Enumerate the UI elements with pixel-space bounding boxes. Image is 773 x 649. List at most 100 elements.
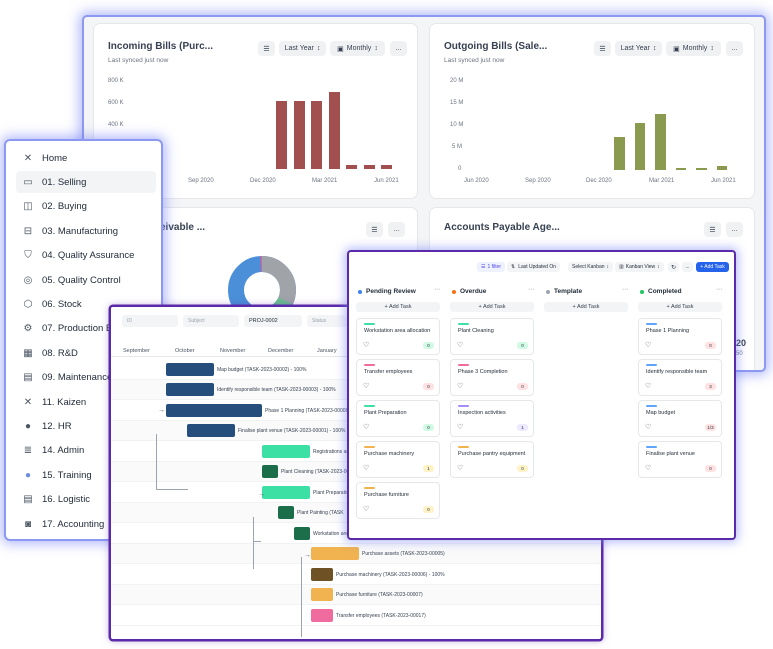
period-select[interactable]: Last Year ↕ <box>615 41 662 56</box>
column-name: Template <box>554 288 583 295</box>
more-button[interactable]: ... <box>726 222 743 237</box>
heart-icon[interactable]: ♡ <box>457 342 464 349</box>
kanban-card[interactable]: Transfer employees ♡ 0 <box>356 359 440 396</box>
period-select[interactable]: Last Year ↕ <box>279 41 326 56</box>
kanban-card[interactable]: Map budget ♡ 1/3 <box>638 400 722 437</box>
gantt-bar[interactable] <box>311 608 333 622</box>
gantt-bar[interactable] <box>278 506 294 519</box>
heart-icon[interactable]: ♡ <box>363 342 370 349</box>
interval-select[interactable]: ▣ Monthly ↕ <box>330 41 385 56</box>
id-filter[interactable]: ID <box>122 315 178 327</box>
filter-button[interactable]: ☰ <box>258 41 275 56</box>
kanban-card[interactable]: Plant Preparation ♡ 0 <box>356 400 440 437</box>
gantt-bar[interactable] <box>294 526 310 540</box>
sidebar-item[interactable]: ✕ Home <box>16 147 156 169</box>
sidebar-item[interactable]: ● 15. Training <box>16 464 156 486</box>
filter-button[interactable]: ☰ 1 filter <box>477 262 506 272</box>
gantt-bar[interactable] <box>166 383 214 396</box>
column-menu-icon[interactable]: ⋯ <box>716 287 722 293</box>
view-select[interactable]: ▥ Kanban View ↕ <box>615 262 664 272</box>
gantt-bar[interactable] <box>166 403 262 417</box>
sidebar-item[interactable]: ▭ 01. Selling <box>16 171 156 194</box>
filter-button[interactable]: ☰ <box>704 222 721 237</box>
refresh-button[interactable]: ↻ <box>668 262 679 272</box>
kanban-card[interactable]: Phase 1 Planning ♡ 0 <box>638 318 722 355</box>
kanban-card[interactable]: Identify responsible team ♡ 3 <box>638 359 722 396</box>
column-menu-icon[interactable]: ⋯ <box>434 287 440 293</box>
kanban-card[interactable]: Workstation area allocation ♡ 0 <box>356 318 440 355</box>
card-title: Purchase furniture <box>364 492 409 498</box>
y-tick: 0 <box>458 166 462 172</box>
filter-button[interactable]: ☰ <box>366 222 383 237</box>
add-task-button[interactable]: + Add Task <box>450 302 534 312</box>
card-subtitle: Last synced just now <box>108 57 169 64</box>
gantt-bar[interactable] <box>187 424 235 437</box>
gantt-bar-label: Identify responsible team (TASK-2023-000… <box>217 387 336 393</box>
sidebar-item[interactable]: ◎ 05. Quality Control <box>16 269 156 291</box>
sidebar-item[interactable]: ✕ 11. Kaizen <box>16 391 156 413</box>
sidebar-item[interactable]: ▤ 09. Maintenance <box>16 367 156 389</box>
more-button[interactable]: ... <box>682 262 693 272</box>
more-button[interactable]: ... <box>726 41 743 56</box>
sidebar-item[interactable]: ⛉ 04. Quality Assurance <box>16 245 156 267</box>
project-filter[interactable]: PROJ-0002 <box>244 315 302 327</box>
sidebar-item[interactable]: ◙ 17. Accounting <box>16 513 156 535</box>
interval-select[interactable]: ▣ Monthly ↕ <box>666 41 721 56</box>
gantt-bar[interactable] <box>311 588 333 601</box>
chart-bar <box>675 167 686 170</box>
sidebar-item[interactable]: ⚙ 07. Production En <box>16 318 156 340</box>
y-tick: 20 M <box>450 78 464 84</box>
column-menu-icon[interactable]: ⋯ <box>528 287 534 293</box>
chart-bar <box>363 164 375 169</box>
heart-icon[interactable]: ♡ <box>457 465 464 472</box>
kanban-card[interactable]: Plant Cleaning ♡ 0 <box>450 318 534 355</box>
heart-icon[interactable]: ♡ <box>457 383 464 390</box>
kanban-card[interactable]: Phase 3 Completion ♡ 0 <box>450 359 534 396</box>
heart-icon[interactable]: ♡ <box>645 383 652 390</box>
heart-icon[interactable]: ♡ <box>645 465 652 472</box>
sidebar-item[interactable]: ≣ 14. Admin <box>16 440 156 462</box>
heart-icon[interactable]: ♡ <box>363 424 370 431</box>
sidebar-item[interactable]: ⊟ 03. Manufacturing <box>16 220 156 242</box>
sidebar-item[interactable]: ◫ 02. Buying <box>16 196 156 218</box>
gantt-bar-label: Transfer employees (TASK-2023-00017) <box>336 612 426 619</box>
gantt-bar[interactable] <box>311 567 333 581</box>
sidebar-item[interactable]: ▤ 16. Logistic <box>16 489 156 511</box>
heart-icon[interactable]: ♡ <box>457 424 464 431</box>
filter-button[interactable]: ☰ <box>594 41 611 56</box>
heart-icon[interactable]: ♡ <box>363 465 370 472</box>
kanban-card[interactable]: Purchase machinery ♡ 1 <box>356 441 440 478</box>
more-button[interactable]: ... <box>390 41 407 56</box>
gantt-bar-label: Purchase assets (TASK-2023-00005) <box>362 551 445 557</box>
kanban-card[interactable]: Inspection activities ♡ 1 <box>450 400 534 437</box>
heart-icon[interactable]: ♡ <box>645 342 652 349</box>
add-task-button[interactable]: + Add Task <box>544 302 628 312</box>
kanban-card[interactable]: Purchase pantry equipment ♡ 0 <box>450 441 534 478</box>
add-task-button[interactable]: + Add Task <box>356 302 440 312</box>
heart-icon[interactable]: ♡ <box>363 506 370 513</box>
gantt-bar[interactable] <box>262 444 310 458</box>
sidebar-item[interactable]: ▦ 08. R&D <box>16 342 156 364</box>
more-button[interactable]: ... <box>388 222 405 237</box>
subject-filter[interactable]: Subject <box>183 315 239 327</box>
target-icon: ◎ <box>23 274 33 286</box>
sidebar-item-label: 12. HR <box>42 420 72 432</box>
gantt-bar[interactable] <box>166 362 214 376</box>
sidebar-item[interactable]: ● 12. HR <box>16 415 156 437</box>
sidebar-item[interactable]: ⬡ 06. Stock <box>16 293 156 315</box>
kanban-card[interactable]: Finalise plant venue ♡ 0 <box>638 441 722 478</box>
gantt-bar[interactable] <box>262 465 278 478</box>
sort-button[interactable]: ⇅ Last Updated On <box>507 262 561 272</box>
gantt-bar[interactable] <box>311 547 359 560</box>
y-tick: 15 M <box>450 100 464 106</box>
heart-icon[interactable]: ♡ <box>363 383 370 390</box>
heart-icon[interactable]: ♡ <box>645 424 652 431</box>
status-filter[interactable]: Status <box>307 315 347 327</box>
kanban-card[interactable]: Purchase furniture ♡ 0 <box>356 482 440 519</box>
column-menu-icon[interactable]: ⋯ <box>622 287 628 293</box>
gantt-bar[interactable] <box>262 485 310 499</box>
add-task-primary-button[interactable]: + Add Task <box>696 262 729 272</box>
status-dot-icon <box>452 289 456 294</box>
select-kanban[interactable]: Select Kanban ↕ <box>568 262 614 272</box>
add-task-button[interactable]: + Add Task <box>638 302 722 312</box>
